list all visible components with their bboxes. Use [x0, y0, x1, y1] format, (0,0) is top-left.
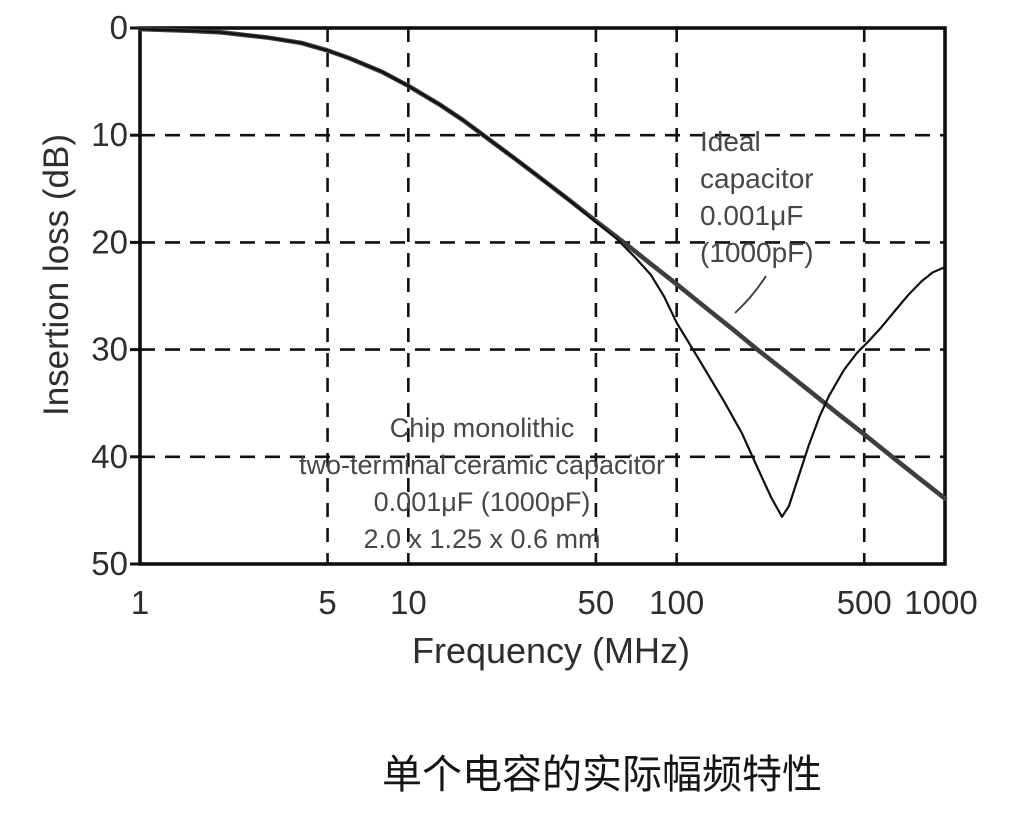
x-tick-label-1000: 1000 — [904, 584, 977, 621]
x-tick-label-500: 500 — [837, 584, 892, 621]
y-tick-label-20: 20 — [91, 223, 128, 260]
chip-capacitor-curve — [138, 28, 947, 518]
y-tick-label-30: 30 — [91, 331, 128, 368]
figure-caption: 单个电容的实际幅频特性 — [382, 752, 822, 797]
ideal-capacitor-leader-line — [734, 275, 767, 314]
gridlines — [140, 28, 945, 564]
annotation-ideal-line-2: capacitor — [700, 163, 814, 194]
x-tick-label-100: 100 — [649, 584, 704, 621]
x-tick-label-5: 5 — [318, 584, 336, 621]
y-axis-title: Insertion loss (dB) — [37, 134, 76, 416]
y-tick-label-10: 10 — [91, 116, 128, 153]
annotation-ideal-capacitor: Ideal capacitor 0.001μF (1000pF) — [700, 126, 814, 314]
curves — [137, 26, 948, 518]
x-tick-label-10: 10 — [390, 584, 427, 621]
annotation-ideal-line-3: 0.001μF — [700, 200, 803, 231]
x-axis-title: Frequency (MHz) — [412, 630, 690, 671]
annotation-chip-capacitor: Chip monolithic two-terminal ceramic cap… — [299, 413, 665, 554]
annotation-chip-line-4: 2.0 x 1.25 x 0.6 mm — [363, 524, 600, 554]
x-tick-label-1: 1 — [131, 584, 149, 621]
axis-labels: Insertion loss (dB) Frequency (MHz) — [37, 134, 690, 671]
y-tick-label-0: 0 — [110, 9, 128, 46]
y-tick-label-40: 40 — [91, 438, 128, 475]
plot-frame — [138, 26, 947, 566]
annotation-chip-line-2: two-terminal ceramic capacitor — [299, 450, 665, 480]
annotation-ideal-line-4: (1000pF) — [700, 237, 814, 268]
y-tick-label-50: 50 — [91, 545, 128, 582]
annotation-ideal-line-1: Ideal — [700, 126, 761, 157]
annotation-chip-line-1: Chip monolithic — [390, 413, 575, 443]
annotation-chip-line-3: 0.001μF (1000pF) — [374, 487, 591, 517]
x-tick-label-50: 50 — [578, 584, 615, 621]
